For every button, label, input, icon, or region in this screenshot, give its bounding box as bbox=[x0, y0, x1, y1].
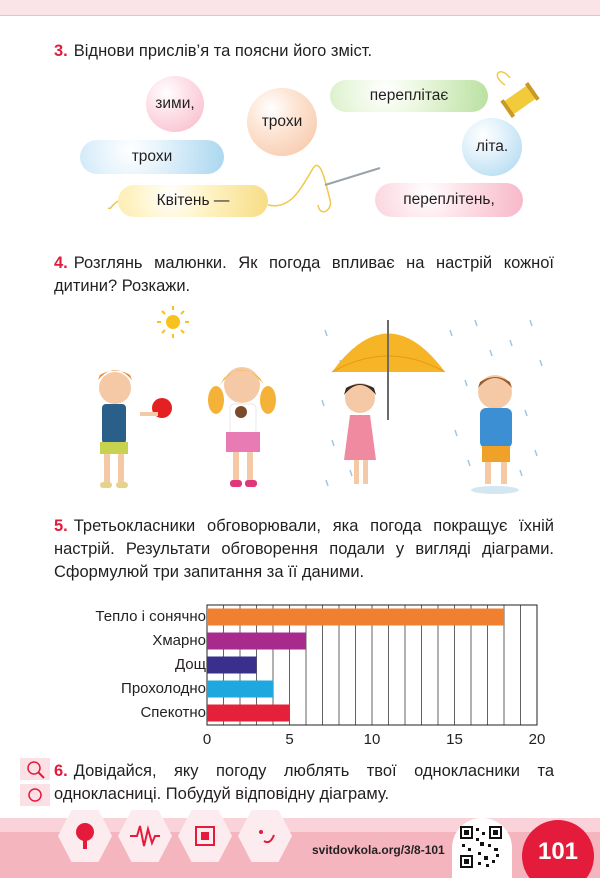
page-number: 101 bbox=[537, 838, 579, 865]
boy-rain bbox=[471, 375, 519, 494]
word-bubble-3[interactable]: переплітає bbox=[330, 80, 488, 112]
gear-icon-bg bbox=[20, 784, 50, 806]
task-text: Довідайся, яку погоду люблять твої однок… bbox=[54, 762, 554, 803]
rain-drops bbox=[321, 319, 543, 487]
chart-category-label: Прохолодно bbox=[121, 680, 206, 697]
sun-icon bbox=[157, 306, 189, 338]
chart-category-label: Хмарно bbox=[152, 632, 206, 649]
task-number: 5. bbox=[54, 517, 68, 535]
bubble-decorations bbox=[107, 71, 540, 213]
chart-bar bbox=[207, 704, 290, 722]
word-bubble-5[interactable]: літа. bbox=[462, 118, 522, 176]
chart-tick-label: 15 bbox=[446, 731, 463, 748]
chart-category-label: Дощ bbox=[174, 656, 206, 673]
thread bbox=[267, 164, 332, 213]
task-6: 6. Довідайся, яку погоду люблять твої одн… bbox=[54, 760, 554, 806]
task-6-icons bbox=[20, 758, 50, 806]
task-number: 4. bbox=[54, 254, 68, 272]
chip-icon bbox=[178, 810, 232, 862]
children-illustration bbox=[98, 306, 543, 494]
chart-bar bbox=[207, 608, 504, 626]
word-bubble-6[interactable]: Квітень — bbox=[118, 185, 268, 217]
magnifier-icon-bg bbox=[20, 758, 50, 780]
word-bubble-2[interactable]: трохи bbox=[247, 88, 317, 156]
task-5: 5. Третьокласники обговорювали, яка погод… bbox=[54, 515, 554, 584]
chart-bar bbox=[207, 656, 257, 674]
boy-hot bbox=[98, 370, 172, 488]
top-band bbox=[0, 0, 600, 16]
chart-category-label: Спекотно bbox=[140, 704, 206, 721]
chart-bar bbox=[207, 680, 273, 698]
smile-icon bbox=[238, 810, 292, 862]
pulse-icon bbox=[118, 810, 172, 862]
footer-url[interactable]: svitdovkola.org/3/8-101 bbox=[312, 843, 445, 857]
gear-icon bbox=[28, 788, 42, 802]
chart-category-label: Тепло і сонячно bbox=[95, 608, 206, 625]
task-4: 4. Розглянь малюнки. Як погода впливає на… bbox=[54, 252, 554, 298]
needle-icon bbox=[324, 167, 381, 186]
girl-umbrella bbox=[331, 320, 446, 484]
task-number: 6. bbox=[54, 762, 68, 780]
word-bubble-7[interactable]: переплітень, bbox=[375, 183, 523, 217]
word-bubble-1[interactable]: зими, bbox=[146, 76, 204, 132]
chart-tick-label: 10 bbox=[363, 731, 381, 748]
chart-tick-label: 20 bbox=[528, 731, 546, 748]
girl-icecream bbox=[208, 367, 276, 487]
chart-tick-label: 0 bbox=[202, 731, 212, 748]
qr-code-icon[interactable] bbox=[460, 826, 502, 868]
task-number: 3. bbox=[54, 42, 68, 60]
chart-tick-label: 5 bbox=[285, 731, 294, 748]
chart-bar bbox=[207, 632, 306, 650]
tree-icon bbox=[58, 810, 112, 862]
task-text: Віднови прислів’я та поясни його зміст. bbox=[73, 42, 373, 60]
task-text: Розглянь малюнки. Як погода впливає на н… bbox=[54, 254, 554, 295]
spool-icon bbox=[500, 82, 540, 118]
task-text: Третьокласники обговорювали, яка погода … bbox=[54, 517, 554, 581]
magnifier-icon bbox=[27, 761, 41, 775]
word-bubble-4[interactable]: трохи bbox=[80, 140, 224, 174]
task-3: 3. Віднови прислів’я та поясни його зміст… bbox=[54, 40, 554, 63]
page-number-badge bbox=[522, 820, 594, 878]
